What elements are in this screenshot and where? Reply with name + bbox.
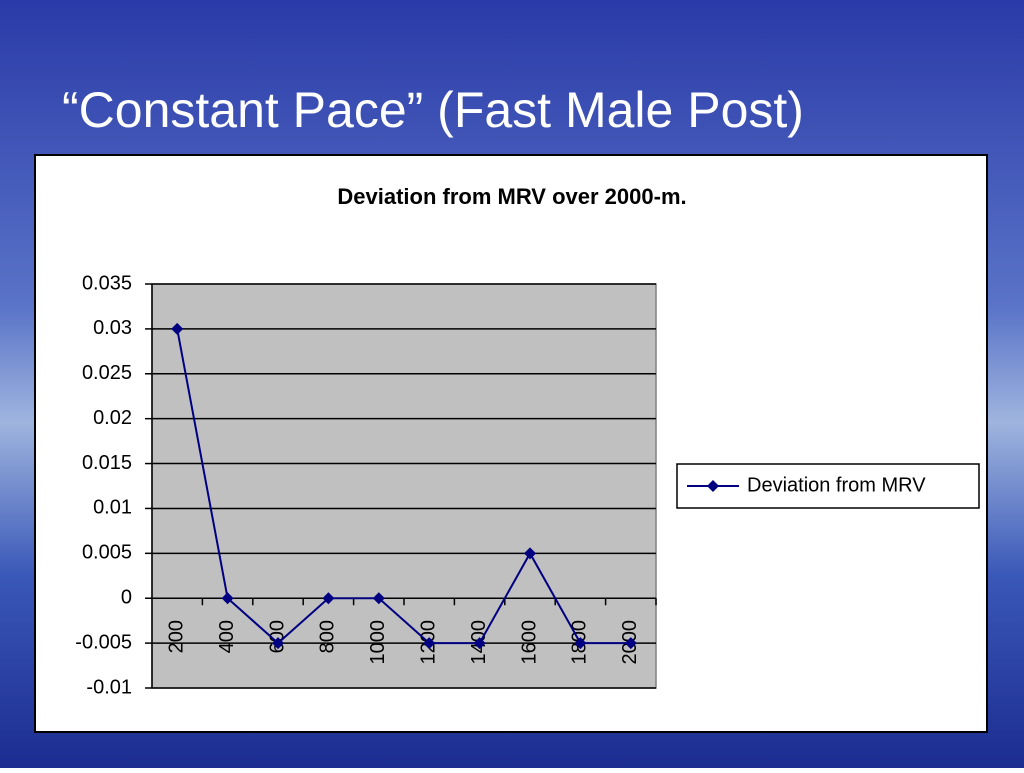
legend-marker [707, 480, 719, 492]
slide-title: “Constant Pace” (Fast Male Post) [62, 82, 804, 138]
y-tick-label: 0.035 [82, 272, 132, 294]
data-point [171, 322, 184, 335]
x-tick-label: 1000 [367, 620, 389, 665]
data-point [524, 547, 536, 560]
data-point [574, 637, 587, 650]
x-tick-label: 600 [266, 620, 288, 653]
y-tick-label: 0.015 [82, 452, 132, 474]
data-point [272, 637, 284, 650]
x-tick-label: 800 [317, 620, 339, 653]
y-tick-label: 0.02 [93, 407, 132, 429]
y-tick-label: 0.005 [82, 542, 132, 564]
x-tick-label: 400 [216, 620, 238, 653]
x-tick-label: 1600 [518, 620, 540, 665]
data-point [372, 592, 385, 605]
chart: -0.01 -0.005 0 0.005 0.01 0.015 0.02 0.025 0.03 0… [75, 272, 980, 698]
x-tick-label: 200 [165, 620, 187, 653]
data-point [624, 637, 637, 650]
data-point [473, 637, 486, 650]
y-tick-label: -0.005 [75, 631, 132, 653]
chart-title: Deviation from MRV over 2000-m. [337, 184, 686, 209]
data-point [423, 637, 436, 650]
legend-label: Deviation from MRV [747, 474, 926, 496]
y-tick-label: 0.025 [82, 362, 132, 384]
y-tick-label: -0.01 [86, 676, 132, 698]
y-tick-label: 0.03 [93, 317, 132, 339]
series-line [176, 328, 631, 645]
data-point [221, 592, 234, 605]
data-point [322, 592, 335, 605]
y-tick-label: 0.01 [93, 497, 132, 519]
y-tick-label: 0 [121, 587, 132, 609]
